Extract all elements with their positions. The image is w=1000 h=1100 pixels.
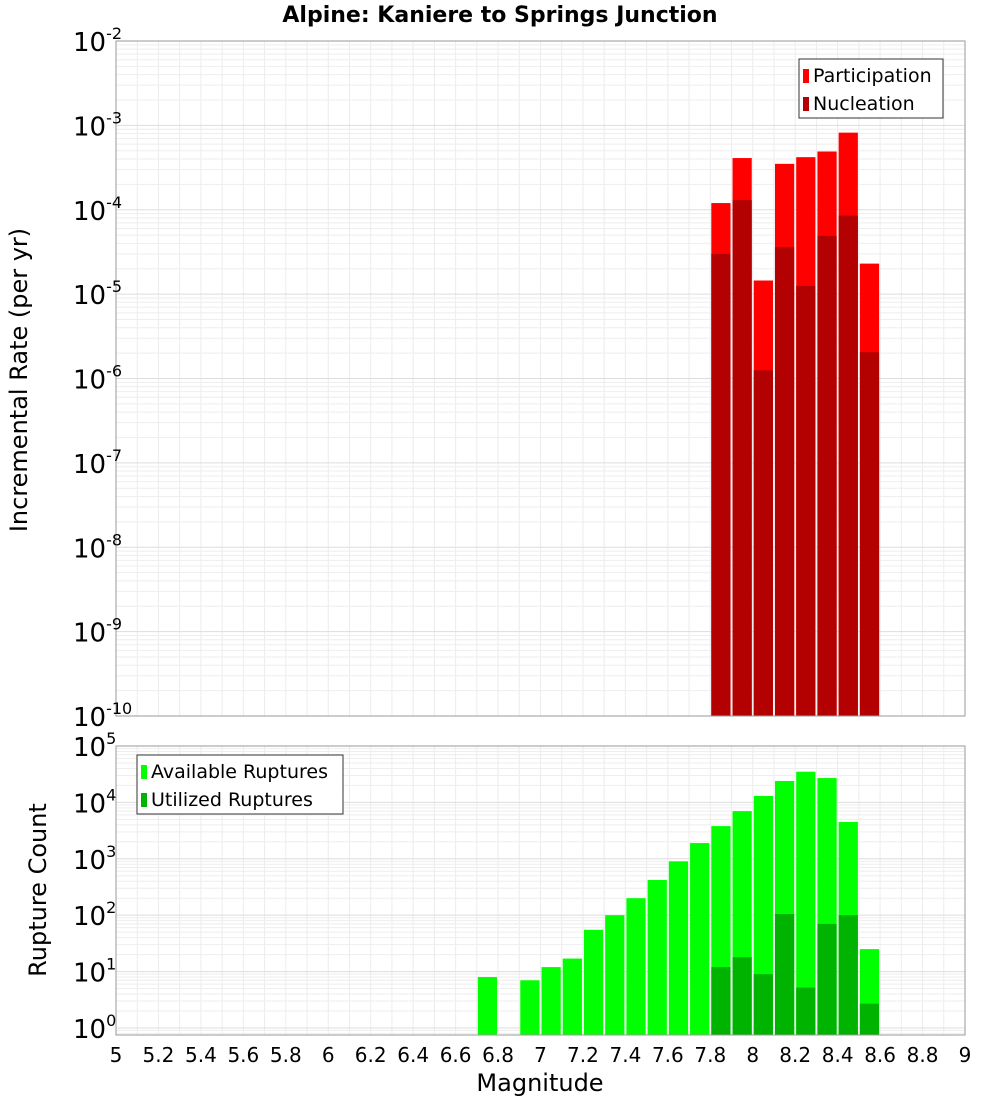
nucleation-bar xyxy=(817,235,837,716)
x-tick-label: 5.8 xyxy=(270,1043,302,1067)
bottom-y-tick-label: 105 xyxy=(73,729,116,763)
bottom-y-axis-label: Rupture Count xyxy=(24,803,52,977)
available-ruptures-bar xyxy=(520,980,540,1035)
available-ruptures-legend-swatch xyxy=(141,765,147,779)
available-ruptures-bar xyxy=(690,843,710,1035)
available-ruptures-bar xyxy=(583,929,604,1035)
top-y-tick-label: 10-9 xyxy=(73,615,122,649)
top-legend: Participation Nucleation xyxy=(798,58,944,119)
available-ruptures-bar xyxy=(477,977,498,1035)
available-ruptures-bar xyxy=(668,861,689,1035)
utilized-ruptures-bar xyxy=(711,967,731,1035)
bottom-bars xyxy=(477,771,880,1035)
nucleation-bar xyxy=(838,215,858,717)
x-tick-label: 7.8 xyxy=(694,1043,726,1067)
available-ruptures-bar xyxy=(541,967,561,1035)
top-grid xyxy=(115,40,966,717)
x-tick-label: 7.2 xyxy=(567,1043,599,1067)
utilized-ruptures-legend-swatch xyxy=(141,793,147,807)
x-tick-label: 6.4 xyxy=(397,1043,429,1067)
participation-legend-label: Participation xyxy=(813,65,932,87)
x-tick-label: 5 xyxy=(110,1043,123,1067)
x-tick-label: 5.6 xyxy=(227,1043,259,1067)
nucleation-bar xyxy=(774,247,795,716)
x-tick-label: 6.6 xyxy=(440,1043,472,1067)
nucleation-legend-label: Nucleation xyxy=(813,93,915,115)
x-tick-label: 8.2 xyxy=(779,1043,811,1067)
utilized-ruptures-bar xyxy=(859,1003,880,1035)
x-tick-label: 8.4 xyxy=(822,1043,854,1067)
x-tick-label: 7 xyxy=(534,1043,547,1067)
participation-legend-swatch xyxy=(803,69,809,83)
bottom-y-tick-label: 102 xyxy=(73,898,116,932)
x-tick-label: 8.8 xyxy=(907,1043,939,1067)
x-tick-label: 7.4 xyxy=(609,1043,641,1067)
x-tick-label: 5.2 xyxy=(143,1043,175,1067)
x-tick-label: 8.6 xyxy=(864,1043,896,1067)
utilized-ruptures-bar xyxy=(732,957,752,1035)
utilized-ruptures-bar xyxy=(817,923,837,1035)
x-tick-label: 6.8 xyxy=(482,1043,514,1067)
x-tick-label: 6.2 xyxy=(355,1043,387,1067)
utilized-ruptures-bar xyxy=(774,913,795,1035)
nucleation-legend-swatch xyxy=(803,97,809,111)
nucleation-bar xyxy=(753,370,773,716)
utilized-ruptures-bar xyxy=(838,915,858,1035)
x-tick-label: 5.4 xyxy=(185,1043,217,1067)
bottom-legend-box xyxy=(136,754,344,815)
x-tick-label: 9 xyxy=(959,1043,972,1067)
bottom-plot-frame xyxy=(115,745,966,1036)
utilized-ruptures-bar xyxy=(753,974,773,1035)
nucleation-bar xyxy=(732,200,752,716)
available-ruptures-bar xyxy=(605,915,625,1035)
nucleation-bar xyxy=(711,253,731,716)
available-ruptures-legend-label: Available Ruptures xyxy=(151,761,328,783)
available-ruptures-bar xyxy=(647,880,667,1035)
bottom-legend: Available Ruptures Utilized Ruptures xyxy=(136,754,344,815)
top-y-tick-label: 10-2 xyxy=(73,24,122,58)
available-ruptures-bar xyxy=(626,898,646,1035)
chart-title: Alpine: Kaniere to Springs Junction xyxy=(282,3,717,28)
available-ruptures-bar xyxy=(562,958,582,1035)
x-tick-label: 8 xyxy=(746,1043,759,1067)
bottom-y-tick-label: 100 xyxy=(73,1011,116,1045)
x-tick-label: 7.6 xyxy=(652,1043,684,1067)
top-y-axis-label: Incremental Rate (per yr) xyxy=(5,228,33,532)
nucleation-bar xyxy=(796,285,816,716)
top-plot-frame xyxy=(115,40,966,717)
top-y-tick-label: 10-3 xyxy=(73,108,122,142)
bottom-y-tick-label: 101 xyxy=(73,955,116,989)
bottom-y-tick-label: 104 xyxy=(73,785,116,819)
top-y-tick-label: 10-6 xyxy=(73,362,122,396)
x-tick-label: 6 xyxy=(322,1043,335,1067)
nucleation-bar xyxy=(859,352,880,716)
top-bars xyxy=(711,132,880,717)
available-ruptures-bar xyxy=(796,771,816,1035)
top-y-tick-label: 10-5 xyxy=(73,277,122,311)
x-axis-label: Magnitude xyxy=(476,1069,603,1097)
top-y-tick-label: 10-8 xyxy=(73,530,122,564)
bottom-y-tick-label: 103 xyxy=(73,842,116,876)
top-y-tick-label: 10-10 xyxy=(73,699,132,733)
top-y-tick-label: 10-4 xyxy=(73,193,122,227)
top-y-tick-label: 10-7 xyxy=(73,446,122,480)
utilized-ruptures-legend-label: Utilized Ruptures xyxy=(151,789,313,811)
top-legend-box xyxy=(798,58,944,119)
utilized-ruptures-bar xyxy=(796,987,816,1035)
